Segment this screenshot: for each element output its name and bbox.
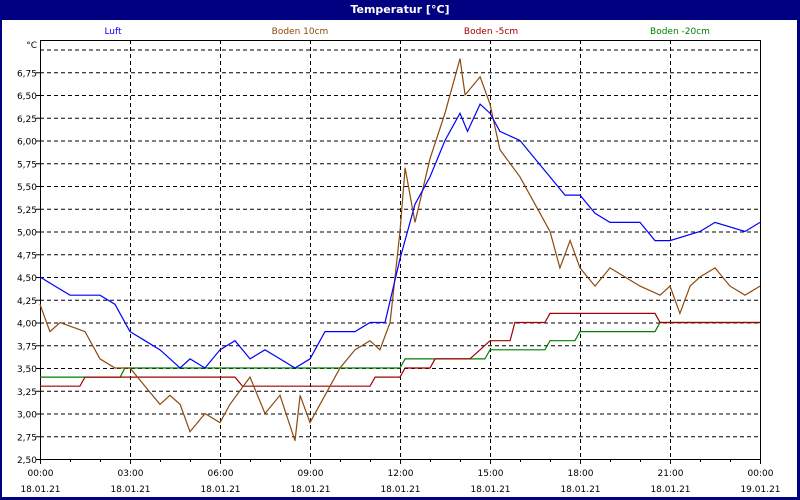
y-tick-label: 5,50 bbox=[17, 183, 37, 193]
series-line-boden-5cm bbox=[40, 312, 760, 387]
y-tick-label: 4,75 bbox=[17, 251, 37, 261]
x-tick-date: 18.01.21 bbox=[110, 485, 150, 495]
y-tick-label: 6,50 bbox=[17, 92, 37, 102]
x-tick-time: 03:00 bbox=[118, 469, 144, 479]
x-tick-time: 00:00 bbox=[28, 469, 54, 479]
y-tick-label: 6,75 bbox=[17, 69, 37, 79]
y-tick-label: 4,00 bbox=[17, 320, 37, 330]
y-tick-label: 5,75 bbox=[17, 160, 37, 170]
y-tick-label: 5,00 bbox=[17, 229, 37, 239]
x-tick-time: 12:00 bbox=[388, 469, 414, 479]
y-tick-label: 4,25 bbox=[17, 297, 37, 307]
y-axis-unit: °C bbox=[26, 41, 37, 51]
y-tick-label: 3,25 bbox=[17, 388, 37, 398]
x-tick-time: 15:00 bbox=[478, 469, 504, 479]
x-tick-date: 18.01.21 bbox=[290, 485, 330, 495]
y-tick-label: 3,50 bbox=[17, 365, 37, 375]
x-tick-date: 18.01.21 bbox=[470, 485, 510, 495]
x-tick-time: 06:00 bbox=[208, 469, 234, 479]
y-tick-label: 4,50 bbox=[17, 274, 37, 284]
x-tick-time: 18:00 bbox=[568, 469, 594, 479]
y-tick-label: 2,75 bbox=[17, 433, 37, 443]
window-title: Temperatur [°C] bbox=[350, 3, 450, 16]
legend-boden-20cm: Boden -20cm bbox=[650, 27, 710, 37]
series-line-boden-20cm bbox=[40, 321, 760, 378]
series-line-luft bbox=[39, 103, 761, 369]
y-tick-label: 3,00 bbox=[17, 411, 37, 421]
legend-boden-5cm: Boden -5cm bbox=[464, 27, 518, 37]
x-tick-time: 21:00 bbox=[658, 469, 684, 479]
x-tick-date: 18.01.21 bbox=[380, 485, 420, 495]
series-line-boden-10cm bbox=[39, 58, 761, 441]
y-tick-label: 5,25 bbox=[17, 206, 37, 216]
legend-luft: Luft bbox=[104, 27, 122, 37]
legend-boden-10cm: Boden 10cm bbox=[272, 27, 329, 37]
x-tick-date: 18.01.21 bbox=[20, 485, 60, 495]
y-tick-label: 6,00 bbox=[17, 138, 37, 148]
y-tick-label: 6,25 bbox=[17, 115, 37, 125]
y-tick-label: 2,50 bbox=[17, 456, 37, 466]
x-tick-time: 09:00 bbox=[298, 469, 324, 479]
x-tick-date: 18.01.21 bbox=[200, 485, 240, 495]
x-tick-time: 00:00 bbox=[748, 469, 774, 479]
x-tick-date: 18.01.21 bbox=[560, 485, 600, 495]
x-tick-date: 19.01.21 bbox=[740, 485, 780, 495]
y-tick-label: 3,75 bbox=[17, 342, 37, 352]
x-tick-date: 18.01.21 bbox=[650, 485, 690, 495]
